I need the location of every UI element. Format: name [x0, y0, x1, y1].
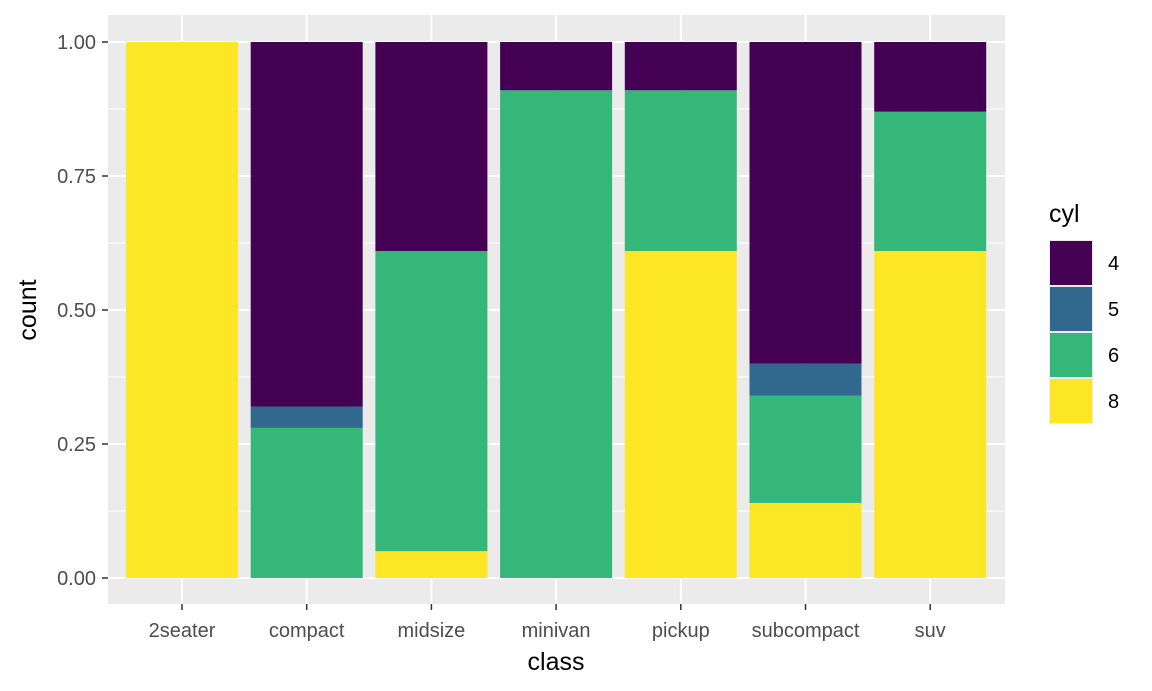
legend-swatch-6	[1050, 333, 1092, 377]
bars	[126, 42, 987, 579]
y-axis: 0.00 0.25 0.50 0.75 1.00	[57, 32, 108, 590]
bar-segment-compact-cyl-6	[250, 427, 363, 578]
legend-swatch-8	[1050, 379, 1092, 423]
x-tick-label: pickup	[652, 620, 710, 642]
y-tick-label: 0.75	[57, 166, 96, 188]
x-tick-label: 2seater	[149, 620, 216, 642]
y-axis-title: count	[14, 279, 42, 340]
x-tick-label: minivan	[522, 620, 591, 642]
x-tick-label: subcompact	[752, 620, 860, 642]
legend-label-5: 5	[1108, 299, 1119, 321]
legend-label-6: 6	[1108, 345, 1119, 367]
legend: cyl 4 5 6 8	[1049, 200, 1119, 424]
bar-segment-subcompact-cyl-6	[749, 395, 862, 503]
x-tick-label: midsize	[398, 620, 466, 642]
bar-segment-midsize-cyl-6	[375, 251, 488, 552]
y-tick-label: 0.00	[57, 568, 96, 590]
bar-segment-pickup-cyl-4	[624, 42, 737, 91]
bar-segment-midsize-cyl-8	[375, 551, 488, 578]
y-tick-label: 0.25	[57, 434, 96, 456]
legend-swatch-4	[1050, 241, 1092, 285]
bar-segment-suv-cyl-8	[874, 251, 987, 579]
bar-segment-compact-cyl-5	[250, 406, 363, 428]
bar-segment-midsize-cyl-4	[375, 42, 488, 252]
legend-label-4: 4	[1108, 253, 1119, 275]
legend-swatch-5	[1050, 287, 1092, 331]
bar-segment-suv-cyl-6	[874, 111, 987, 252]
bar-segment-pickup-cyl-6	[624, 90, 737, 252]
legend-label-8: 8	[1108, 391, 1119, 413]
bar-segment-suv-cyl-4	[874, 42, 987, 112]
x-tick-label: compact	[269, 620, 345, 642]
bar-segment-minivan-cyl-6	[500, 90, 613, 579]
bar-segment-2seater-cyl-8	[126, 42, 238, 578]
x-axis: 2seater compact midsize minivan pickup subcom…	[149, 604, 946, 642]
bar-segment-pickup-cyl-8	[624, 251, 737, 579]
y-tick-label: 1.00	[57, 32, 96, 54]
bar-segment-compact-cyl-4	[250, 42, 363, 407]
x-axis-title: class	[528, 648, 585, 676]
bar-segment-subcompact-cyl-5	[749, 363, 862, 396]
bar-segment-subcompact-cyl-8	[749, 502, 862, 578]
y-tick-label: 0.50	[57, 300, 96, 322]
x-tick-label: suv	[915, 620, 946, 642]
bar-segment-subcompact-cyl-4	[749, 42, 862, 364]
bar-segment-minivan-cyl-4	[500, 42, 613, 91]
legend-title: cyl	[1049, 200, 1080, 228]
